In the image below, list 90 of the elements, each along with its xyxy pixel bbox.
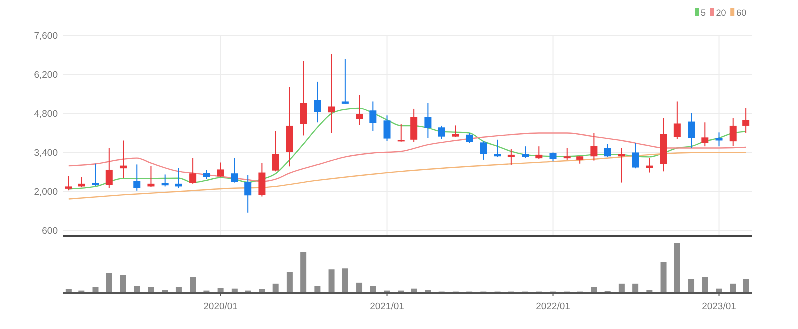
- candlestick: [742, 108, 750, 134]
- bar: [328, 270, 335, 292]
- candlestick: [134, 164, 141, 192]
- bar: [300, 252, 307, 292]
- candlestick: [410, 108, 418, 143]
- candlestick: [452, 125, 460, 138]
- bar: [618, 284, 625, 292]
- y-tick-label: 4,800: [34, 109, 58, 120]
- legend-label: 60: [736, 8, 747, 18]
- bar: [674, 243, 680, 292]
- candlestick: [231, 158, 238, 184]
- candlestick: [702, 122, 709, 148]
- candlestick: [328, 54, 336, 134]
- line-series: [68, 152, 747, 200]
- candlestick: [716, 132, 723, 148]
- bar: [411, 288, 418, 292]
- candlestick: [384, 115, 391, 142]
- candlestick: [203, 169, 210, 180]
- bar: [743, 279, 750, 292]
- candlestick: [424, 102, 432, 139]
- bar: [314, 286, 321, 292]
- candlestick: [618, 148, 626, 184]
- y-tick-label: 6,200: [34, 70, 58, 82]
- candlestick: [65, 176, 72, 192]
- candlestick: [536, 146, 543, 160]
- candlestick: [590, 132, 598, 162]
- candlestick: [356, 94, 364, 126]
- y-tick-label: 600: [42, 226, 58, 238]
- candlestick: [646, 158, 654, 174]
- bar: [286, 272, 293, 292]
- candlestick: [604, 144, 612, 158]
- candlestick: [466, 132, 474, 144]
- bar: [218, 288, 224, 292]
- y-tick-label: 7,600: [34, 31, 58, 42]
- bar: [660, 262, 667, 292]
- bar: [730, 284, 736, 292]
- bar: [232, 288, 238, 292]
- bar: [702, 278, 708, 292]
- candlestick: [92, 163, 100, 187]
- candlestick: [120, 140, 127, 179]
- bar: [716, 288, 722, 292]
- bar: [272, 284, 279, 292]
- bar: [92, 287, 99, 292]
- legend-label: 20: [716, 8, 726, 18]
- candlestick: [190, 158, 197, 184]
- candlestick: [564, 148, 571, 160]
- candlestick: [494, 139, 502, 158]
- candlestick: [632, 142, 640, 170]
- bar: [356, 282, 363, 292]
- bar: [120, 275, 126, 292]
- bar: [66, 289, 72, 292]
- candlestick: [342, 58, 349, 105]
- candlestick: [508, 148, 515, 166]
- bar: [688, 279, 695, 292]
- candlestick: [370, 101, 377, 132]
- candlestick: [244, 174, 252, 214]
- candlestick: [438, 125, 446, 140]
- candlestick: [674, 101, 681, 140]
- bar: [259, 289, 266, 292]
- bar: [148, 287, 154, 292]
- candlestick: [148, 166, 155, 188]
- y-tick-label: 3,400: [34, 148, 58, 160]
- candlestick: [162, 174, 169, 188]
- candlestick: [522, 146, 530, 159]
- candlestick: [688, 112, 696, 149]
- candlestick: [258, 162, 266, 198]
- candlestick: [78, 176, 86, 188]
- bar: [632, 284, 639, 292]
- x-tick-label: 2020/01: [204, 301, 238, 312]
- bar: [370, 286, 376, 292]
- bar: [190, 278, 196, 292]
- bar: [591, 287, 598, 292]
- candlestick: [175, 168, 182, 189]
- bar: [342, 268, 348, 292]
- candlestick: [300, 60, 308, 136]
- y-tick-label: 2,000: [34, 187, 58, 198]
- candlestick: [272, 130, 280, 172]
- candlestick: [314, 81, 322, 124]
- bar: [176, 287, 182, 292]
- x-tick-label: 2022/01: [536, 301, 570, 312]
- candlestick: [730, 118, 737, 147]
- bar: [106, 273, 112, 292]
- candlestick: [480, 141, 488, 160]
- legend-label: 5: [701, 8, 706, 18]
- candlestick: [398, 124, 405, 142]
- bar: [134, 286, 140, 292]
- candlestick: [217, 162, 224, 178]
- x-tick-label: 2023/01: [702, 301, 736, 312]
- x-tick-label: 2021/01: [370, 301, 404, 312]
- candlestick: [106, 148, 113, 189]
